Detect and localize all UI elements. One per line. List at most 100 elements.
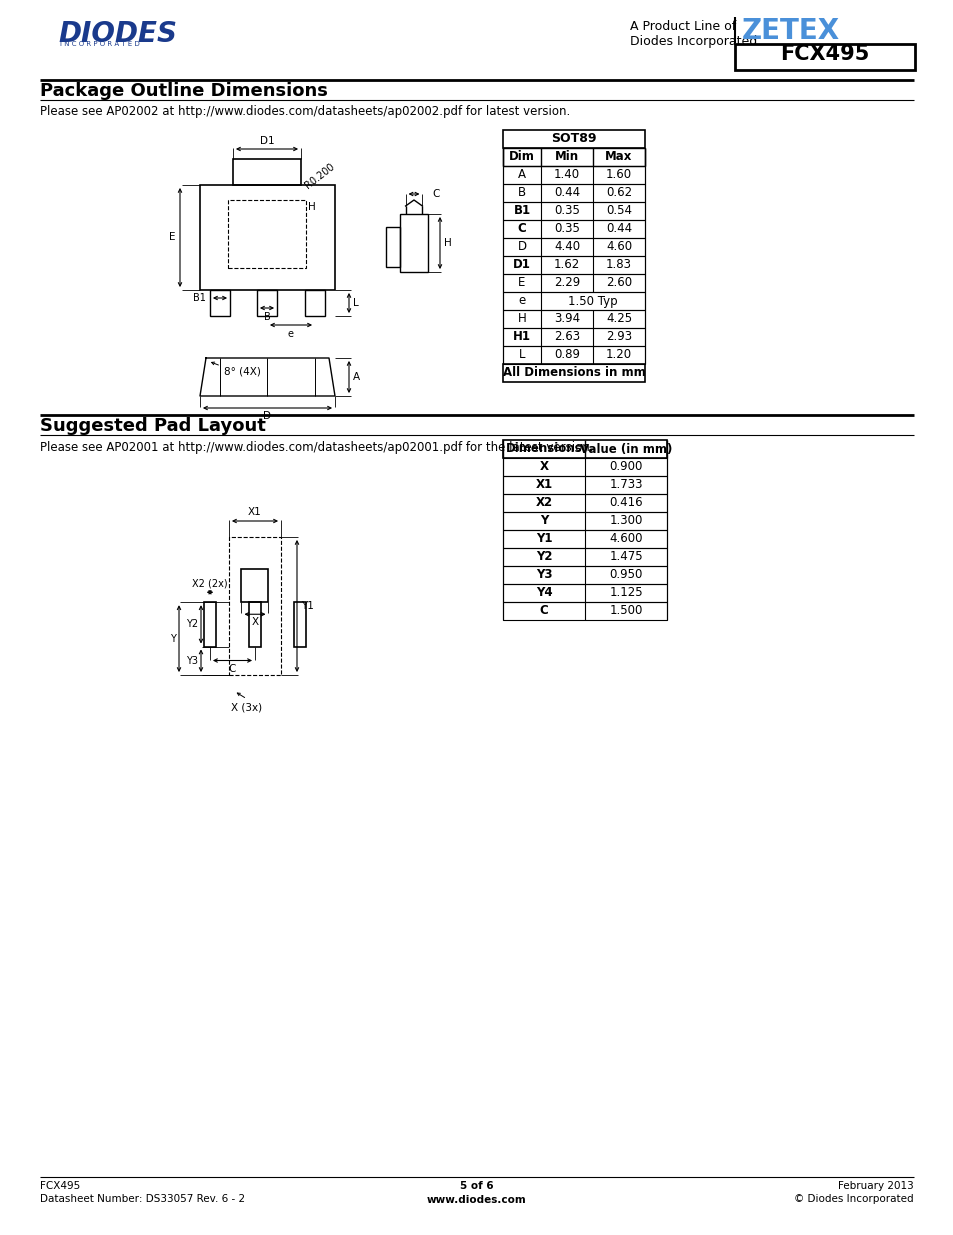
Text: 1.83: 1.83 <box>605 258 631 272</box>
Text: 1.40: 1.40 <box>554 168 579 182</box>
Text: A Product Line of: A Product Line of <box>629 20 736 33</box>
Bar <box>502 329 644 346</box>
Text: 0.54: 0.54 <box>605 205 631 217</box>
Bar <box>502 238 644 256</box>
Text: 0.89: 0.89 <box>554 348 579 362</box>
Text: Y: Y <box>539 515 548 527</box>
Text: e: e <box>288 329 294 338</box>
Bar <box>502 274 644 291</box>
Text: Y1: Y1 <box>301 601 314 611</box>
Text: 2.93: 2.93 <box>605 331 632 343</box>
Text: X (3x): X (3x) <box>231 703 262 713</box>
Bar <box>294 603 306 646</box>
Bar <box>502 475 666 494</box>
Bar <box>502 203 644 220</box>
Text: X1: X1 <box>248 508 262 517</box>
Text: Please see AP02001 at http://www.diodes.com/datasheets/ap02001.pdf for the lates: Please see AP02001 at http://www.diodes.… <box>40 441 593 454</box>
Bar <box>502 310 644 329</box>
Text: Value (in mm): Value (in mm) <box>579 442 672 456</box>
Text: X: X <box>539 461 548 473</box>
Text: X: X <box>252 618 258 627</box>
Bar <box>502 291 644 310</box>
Bar <box>502 256 644 274</box>
Bar <box>399 214 428 272</box>
Text: 0.950: 0.950 <box>609 568 642 582</box>
Text: H: H <box>517 312 526 326</box>
Text: Package Outline Dimensions: Package Outline Dimensions <box>40 82 328 100</box>
Bar <box>305 290 325 316</box>
Text: A: A <box>517 168 525 182</box>
Text: D1: D1 <box>259 136 274 146</box>
Text: C: C <box>432 189 439 199</box>
Bar <box>502 184 644 203</box>
Text: Please see AP02002 at http://www.diodes.com/datasheets/ap02002.pdf for latest ve: Please see AP02002 at http://www.diodes.… <box>40 105 570 119</box>
Bar <box>502 548 666 566</box>
Text: D: D <box>263 411 272 421</box>
Bar <box>233 159 301 185</box>
Text: Min: Min <box>555 151 578 163</box>
Text: E: E <box>170 232 175 242</box>
Text: 1.300: 1.300 <box>609 515 642 527</box>
Bar <box>502 566 666 584</box>
Text: 1.500: 1.500 <box>609 604 642 618</box>
Text: 4.25: 4.25 <box>605 312 632 326</box>
Bar <box>502 601 666 620</box>
Text: C: C <box>539 604 548 618</box>
Text: 3.94: 3.94 <box>554 312 579 326</box>
Text: e: e <box>517 294 525 308</box>
Text: 1.20: 1.20 <box>605 348 632 362</box>
Bar <box>502 364 644 382</box>
Text: 5 of 6: 5 of 6 <box>459 1181 494 1191</box>
Bar <box>228 200 306 268</box>
Bar <box>249 603 261 646</box>
Text: 2.60: 2.60 <box>605 277 632 289</box>
Bar <box>502 220 644 238</box>
Text: 4.60: 4.60 <box>605 241 632 253</box>
Text: B1: B1 <box>513 205 530 217</box>
Text: 0.62: 0.62 <box>605 186 632 200</box>
Text: Y4: Y4 <box>536 587 552 599</box>
Text: B: B <box>263 312 270 322</box>
Text: Y3: Y3 <box>536 568 552 582</box>
Text: 4.40: 4.40 <box>554 241 579 253</box>
Text: X1: X1 <box>535 478 552 492</box>
Text: X2: X2 <box>535 496 552 510</box>
Text: 2.29: 2.29 <box>554 277 579 289</box>
Text: 4.600: 4.600 <box>609 532 642 546</box>
Bar <box>200 185 335 290</box>
Text: Y1: Y1 <box>536 532 552 546</box>
Text: D: D <box>517 241 526 253</box>
Text: 1.62: 1.62 <box>554 258 579 272</box>
Text: H1: H1 <box>513 331 531 343</box>
Text: 1.125: 1.125 <box>609 587 642 599</box>
Text: D1: D1 <box>513 258 531 272</box>
Text: Diodes Incorporated: Diodes Incorporated <box>629 35 757 48</box>
Text: All Dimensions in mm: All Dimensions in mm <box>502 367 644 379</box>
Bar <box>502 346 644 364</box>
Text: C: C <box>517 222 526 236</box>
Text: H: H <box>443 238 452 248</box>
Text: B: B <box>517 186 525 200</box>
Bar <box>502 530 666 548</box>
Bar <box>386 227 399 267</box>
Text: Y2: Y2 <box>536 551 552 563</box>
Text: 0.44: 0.44 <box>605 222 632 236</box>
Text: H: H <box>308 203 315 212</box>
Text: SOT89: SOT89 <box>551 132 597 146</box>
Text: C: C <box>229 664 236 674</box>
Text: I N C O R P O R A T E D: I N C O R P O R A T E D <box>60 41 139 47</box>
Text: DIODES: DIODES <box>58 20 177 48</box>
Text: 1.733: 1.733 <box>609 478 642 492</box>
Text: 1.60: 1.60 <box>605 168 632 182</box>
Bar <box>502 458 666 475</box>
Bar <box>502 494 666 513</box>
Text: Dim: Dim <box>509 151 535 163</box>
Text: Y2: Y2 <box>186 620 198 630</box>
Text: 0.35: 0.35 <box>554 205 579 217</box>
Text: Y3: Y3 <box>186 656 198 666</box>
Text: 0.900: 0.900 <box>609 461 642 473</box>
Text: X2 (2x): X2 (2x) <box>192 578 228 588</box>
Text: R0.200: R0.200 <box>303 161 336 190</box>
Bar <box>502 165 644 184</box>
Text: Dimensions: Dimensions <box>505 442 581 456</box>
